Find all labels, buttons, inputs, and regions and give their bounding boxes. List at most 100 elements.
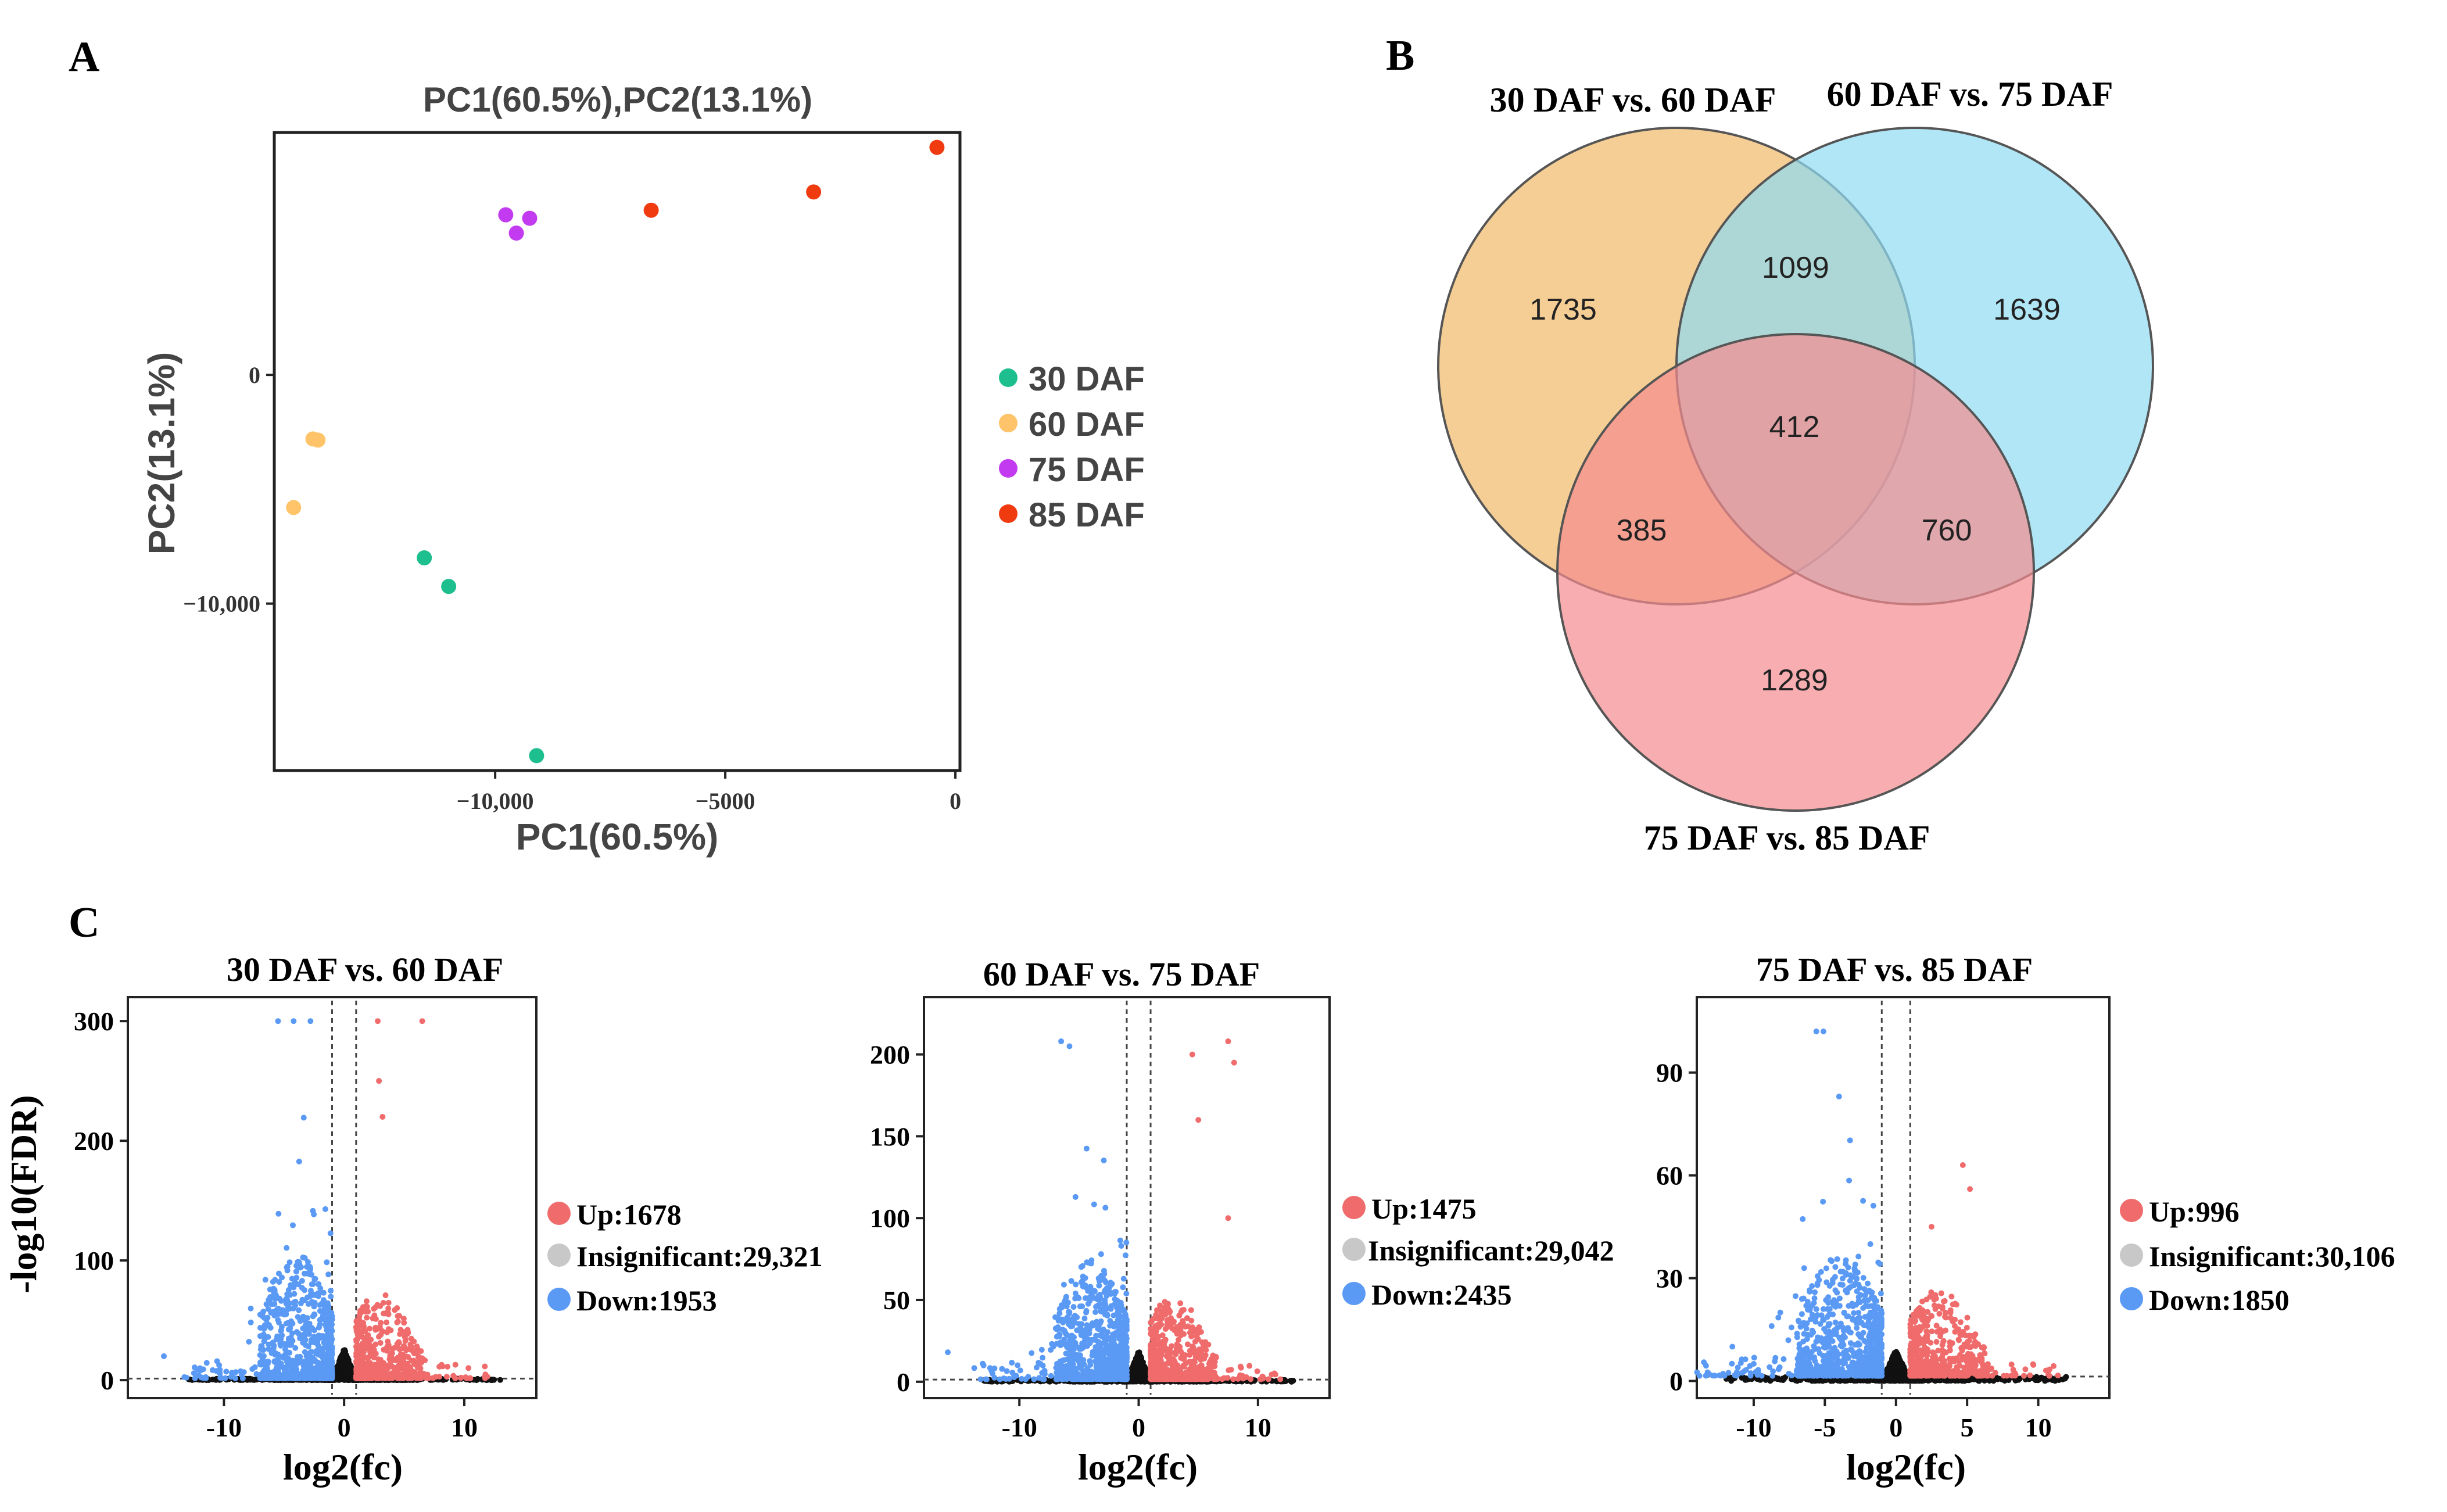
- down-point: [299, 1285, 305, 1291]
- insignificant-point: [335, 1363, 341, 1370]
- y-tick-label: 100: [870, 1203, 910, 1233]
- pca-point: [522, 210, 538, 226]
- down-point: [1073, 1352, 1079, 1358]
- down-point: [264, 1367, 271, 1374]
- y-tick-label: 200: [870, 1040, 910, 1070]
- pca-point: [498, 207, 514, 223]
- up-point: [398, 1364, 404, 1371]
- up-point: [384, 1319, 390, 1325]
- down-point: [1120, 1337, 1126, 1343]
- down-point: [1072, 1340, 1079, 1346]
- y-tick-label: 100: [74, 1246, 114, 1275]
- down-point: [284, 1245, 290, 1251]
- up-point: [458, 1374, 464, 1381]
- pca-plot-frame: [273, 131, 962, 772]
- down-point: [248, 1305, 254, 1312]
- down-point: [1080, 1328, 1087, 1334]
- down-point: [1070, 1373, 1076, 1379]
- down-point: [248, 1319, 254, 1325]
- down-point: [1009, 1360, 1015, 1366]
- up-point: [411, 1338, 417, 1345]
- pca-point: [508, 225, 524, 241]
- down-point: [300, 1254, 306, 1260]
- y-tick-label: 150: [870, 1122, 910, 1151]
- down-point: [1115, 1305, 1121, 1312]
- down-point: [297, 1335, 303, 1342]
- up-point: [385, 1299, 392, 1306]
- insignificant-point: [1287, 1378, 1294, 1384]
- down-point: [291, 1357, 298, 1364]
- down-point: [1123, 1376, 1130, 1382]
- down-point: [1011, 1373, 1018, 1379]
- down-point: [1077, 1345, 1083, 1351]
- down-point: [275, 1210, 282, 1217]
- down-point: [1107, 1323, 1113, 1329]
- down-point: [971, 1365, 977, 1371]
- down-point: [229, 1370, 235, 1376]
- x-tick-label: 0: [338, 1413, 351, 1442]
- down-point: [271, 1287, 278, 1293]
- volcano-1-legend-down: Down:1953: [576, 1284, 717, 1317]
- down-point: [271, 1342, 277, 1349]
- y-tick-label: 50: [883, 1285, 910, 1315]
- pca-legend-label: 75 DAF: [1029, 451, 1145, 489]
- insignificant-point: [343, 1370, 349, 1376]
- down-point: [223, 1368, 230, 1375]
- up-point: [405, 1354, 411, 1360]
- down-point: [317, 1302, 323, 1308]
- y-tick-label: 300: [74, 1006, 114, 1036]
- pca-legend-marker: [999, 414, 1018, 432]
- up-point: [396, 1375, 402, 1381]
- down-point: [1116, 1356, 1122, 1362]
- down-point: [316, 1281, 322, 1288]
- down-point: [284, 1291, 291, 1298]
- up-point: [1177, 1321, 1184, 1328]
- pca-point: [529, 748, 544, 764]
- down-point: [1083, 1309, 1090, 1316]
- down-point: [307, 1375, 313, 1381]
- venn-count-30-60-only: 1735: [1529, 293, 1597, 327]
- down-point: [1088, 1289, 1095, 1296]
- down-point: [282, 1352, 288, 1358]
- down-point: [271, 1359, 278, 1365]
- up-point: [395, 1313, 401, 1319]
- down-point: [1036, 1375, 1042, 1381]
- down-point: [278, 1327, 285, 1333]
- down-point: [1073, 1366, 1080, 1372]
- up-point: [397, 1327, 404, 1333]
- down-point: [197, 1365, 203, 1371]
- down-point: [252, 1364, 258, 1370]
- down-point: [1038, 1346, 1045, 1353]
- insignificant-point: [1140, 1364, 1147, 1371]
- up-point: [398, 1356, 404, 1362]
- down-point: [327, 1335, 333, 1342]
- down-point: [1059, 1304, 1065, 1310]
- up-point: [465, 1365, 472, 1371]
- down-point: [285, 1338, 292, 1345]
- down-point: [977, 1376, 984, 1382]
- y-tick-label: 200: [74, 1126, 114, 1156]
- insignificant-point: [1135, 1364, 1141, 1371]
- down-point: [307, 1263, 313, 1270]
- up-point: [1184, 1341, 1191, 1348]
- pca-legend-marker: [999, 459, 1018, 478]
- down-point: [311, 1300, 317, 1306]
- down-point: [273, 1375, 279, 1381]
- down-point: [300, 1363, 307, 1369]
- up-point: [385, 1344, 392, 1350]
- up-point: [363, 1303, 370, 1309]
- up-point: [372, 1341, 379, 1348]
- down-point: [1122, 1368, 1128, 1374]
- down-point: [1091, 1201, 1097, 1208]
- up-point: [372, 1324, 379, 1331]
- legend-insignificant-marker: [547, 1244, 571, 1267]
- down-point: [262, 1277, 268, 1283]
- down-point: [266, 1341, 272, 1348]
- down-point: [328, 1346, 335, 1353]
- down-point: [302, 1337, 309, 1343]
- up-point: [413, 1359, 420, 1366]
- pca-point: [643, 202, 659, 218]
- up-point: [411, 1373, 418, 1380]
- down-point: [1072, 1313, 1078, 1319]
